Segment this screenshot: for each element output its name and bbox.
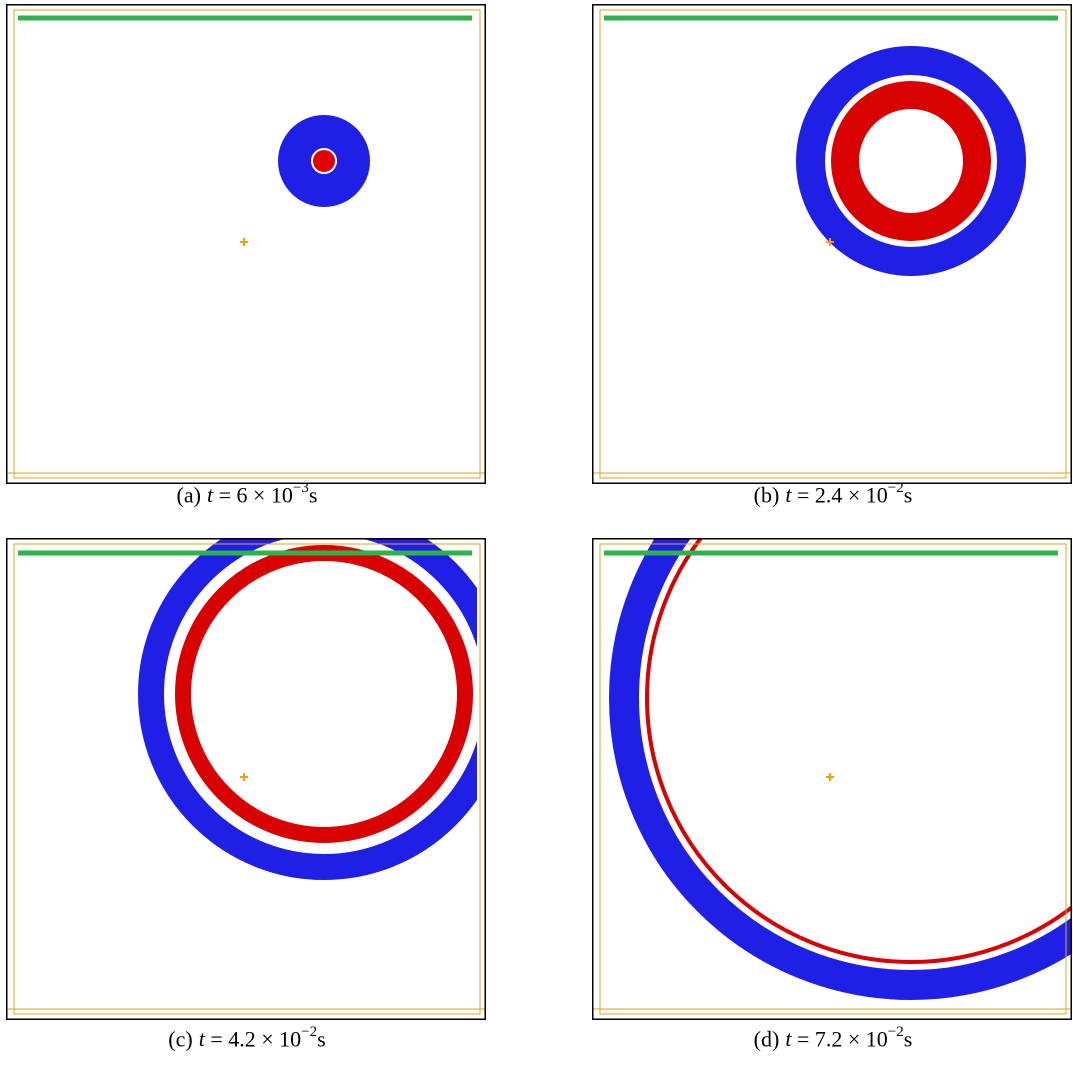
caption-text: (b) [753,482,780,508]
caption-text: t [198,1026,205,1052]
caption-text: −2 [301,1024,318,1040]
caption-text: s [903,1026,913,1052]
caption-text: t [206,482,214,508]
caption-text: t [785,1026,792,1052]
panel-b [592,4,1072,484]
caption-text: s [317,1026,326,1052]
caption-text: (a) [176,482,201,508]
caption-text: (d) [753,1026,780,1052]
caption-text: t [785,482,792,508]
panel-a [6,4,486,484]
caption-text: = [210,1026,223,1052]
caption-text: −2 [887,1024,904,1040]
caption-d: (d) t = 7.2 × 10−2s [593,1024,1073,1052]
caption-text: 6 × 10 [236,482,293,508]
panel-c [6,538,486,1020]
caption-c: (c) t = 4.2 × 10−2s [7,1024,487,1052]
caption-text: −3 [292,480,309,496]
caption-text: = [218,482,231,508]
caption-text: = [796,1026,810,1052]
caption-text: 2.4 × 10 [814,482,888,508]
caption-text: 7.2 × 10 [814,1026,888,1052]
caption-b: (b) t = 2.4 × 10−2s [593,480,1073,508]
caption-text: s [903,482,913,508]
caption-text: = [796,482,810,508]
caption-a: (a) t = 6 × 10−3s [7,480,487,508]
panel-d [592,538,1072,1020]
caption-text: −2 [887,480,904,496]
caption-text: (c) [168,1026,193,1052]
caption-text: 4.2 × 10 [228,1026,302,1052]
caption-text: s [308,482,318,508]
